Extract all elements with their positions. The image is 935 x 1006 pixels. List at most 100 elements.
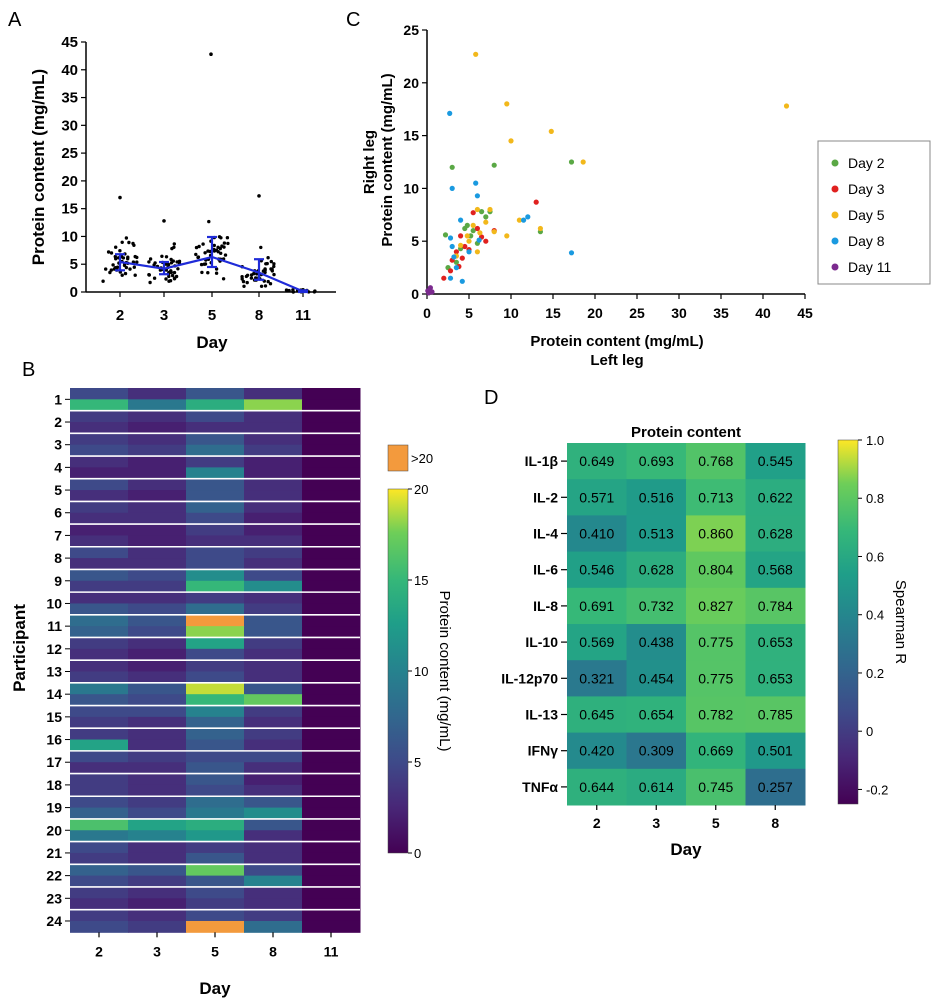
c-data-point (453, 249, 459, 255)
a-data-point (263, 284, 268, 288)
a-data-point (266, 279, 270, 284)
b-row-label: 1 (54, 391, 62, 407)
a-data-point (200, 270, 204, 275)
c-data-point (447, 235, 454, 241)
b-heatmap-cell (128, 660, 187, 672)
c-data-point (462, 225, 468, 232)
d-cell-value: 0.784 (758, 598, 793, 614)
d-cell-value: 0.628 (639, 562, 674, 578)
d-heatmap-cell (745, 732, 806, 770)
b-heatmap-cell (70, 750, 129, 763)
d-heatmap-cell (567, 696, 627, 734)
b-heatmap-cell (244, 444, 303, 457)
a-data-point (272, 272, 276, 277)
b-heatmap-cell (302, 558, 361, 570)
c-x-tick-label: 45 (797, 305, 813, 321)
b-x-tick-label: 11 (324, 943, 339, 959)
a-x-tick-label: 2 (116, 307, 124, 324)
b-heatmap-cell (186, 784, 245, 797)
a-data-point (169, 261, 174, 265)
b-heatmap-cell (244, 682, 303, 695)
a-data-point (127, 240, 131, 245)
d-cell-value: 0.745 (698, 779, 733, 795)
c-legend-label: Day 8 (848, 233, 885, 249)
a-y-tick-label: 5 (70, 256, 78, 273)
b-row-label: 3 (54, 437, 62, 453)
b-y-label: Participant (10, 604, 29, 692)
d-cell-value: 0.571 (579, 489, 614, 505)
b-row-label: 12 (46, 641, 62, 657)
a-data-point (132, 265, 136, 269)
c-data-point (548, 128, 554, 134)
b-heatmap-cell (70, 569, 129, 582)
d-heatmap-cell (626, 696, 687, 734)
c-data-point (568, 250, 575, 256)
a-data-point (240, 275, 244, 279)
panel-d-correlation-heatmap: Protein content 0.649 0.693 0.768 0.545 0.57… (501, 424, 909, 859)
b-heatmap-cell (186, 841, 245, 854)
b-heatmap-cell (302, 750, 361, 763)
d-x-tick-label: 2 (593, 815, 601, 831)
c-legend-marker (831, 211, 839, 219)
a-data-point (222, 241, 227, 245)
d-heatmap-cell (626, 587, 687, 625)
a-data-point (111, 263, 115, 267)
b-heatmap-cell (302, 682, 361, 695)
b-heatmap-cell (186, 830, 245, 843)
a-y-tick-label: 45 (61, 34, 78, 51)
b-heatmap-cell (244, 762, 303, 775)
b-heatmap-cell (128, 716, 187, 729)
b-heatmap-cell (70, 558, 129, 570)
a-data-point (115, 265, 120, 269)
d-cell-value: 0.768 (698, 453, 733, 469)
c-data-point (464, 233, 470, 239)
d-cell-value: 0.309 (639, 743, 674, 759)
b-heatmap-cell (70, 875, 129, 888)
b-colorbar-tick-label: 5 (414, 755, 421, 770)
d-cell-value: 0.628 (758, 526, 793, 542)
b-heatmap-cell (186, 694, 245, 707)
a-data-point (104, 267, 108, 271)
d-heatmap-cell (626, 479, 687, 516)
c-legend-label: Day 2 (848, 155, 885, 171)
c-y-label-2: Protein content (mg/mL) (379, 73, 396, 246)
b-heatmap-cell (186, 524, 245, 536)
c-data-point (479, 209, 485, 215)
b-heatmap-cell (186, 705, 245, 718)
b-heatmap-cell (70, 490, 129, 502)
d-heatmap-cell (567, 732, 627, 770)
d-cell-value: 0.713 (698, 489, 733, 505)
b-heatmap-cell (70, 728, 129, 741)
c-data-point (477, 230, 483, 236)
d-heatmap-cell (745, 443, 806, 480)
b-heatmap-cell (70, 841, 129, 854)
c-x-label-2: Left leg (590, 352, 643, 369)
d-heatmap-cell (686, 624, 746, 661)
d-cell-value: 0.732 (639, 598, 674, 614)
c-data-point (466, 238, 472, 244)
d-cell-value: 0.614 (639, 779, 674, 795)
a-data-point (126, 257, 130, 261)
b-heatmap-cell (302, 864, 361, 877)
b-heatmap-cell (70, 580, 129, 593)
b-heatmap-cell (244, 898, 303, 911)
b-heatmap-cell (244, 886, 303, 899)
a-data-point (120, 273, 124, 277)
b-heatmap-cell (186, 569, 245, 582)
b-heatmap-cell (186, 433, 245, 446)
d-row-label: IL-6 (533, 562, 558, 578)
d-cell-value: 0.410 (579, 526, 614, 542)
a-data-point (270, 267, 274, 271)
d-heatmap-cell (686, 443, 746, 480)
a-y-tick-label: 30 (61, 117, 78, 134)
d-heatmap-cell (686, 551, 746, 589)
a-data-point (221, 277, 226, 281)
c-data-point (487, 206, 493, 213)
d-row-label: IL-2 (533, 489, 558, 505)
b-heatmap-cell (186, 796, 245, 809)
b-heatmap-cell (302, 648, 361, 661)
b-heatmap-cell (128, 671, 187, 684)
c-data-point (476, 237, 482, 243)
a-data-point-max (118, 195, 122, 200)
b-heatmap-cell (244, 818, 303, 831)
